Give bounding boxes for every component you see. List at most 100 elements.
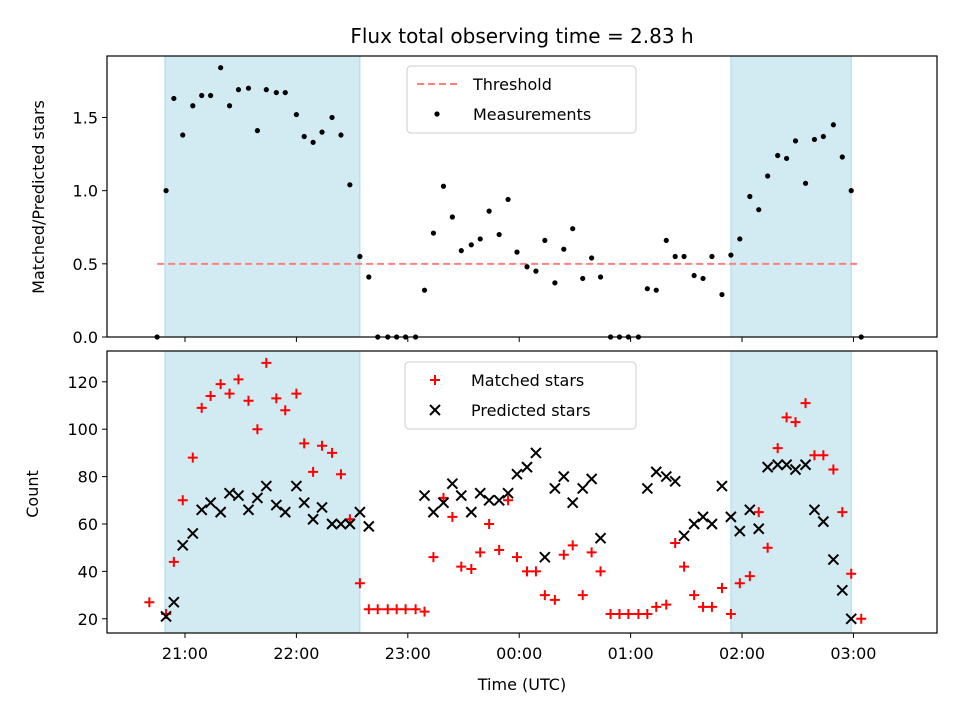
data-point-cross	[260, 480, 273, 492]
data-point	[226, 103, 233, 109]
y-axis-label: Matched/Predicted stars	[29, 100, 48, 294]
data-point-cross	[316, 501, 328, 514]
data-point	[486, 208, 492, 214]
data-point-cross	[160, 610, 172, 623]
data-point	[747, 193, 753, 200]
data-point	[366, 274, 372, 280]
data-point	[597, 274, 604, 280]
data-point	[329, 114, 335, 121]
data-point-cross	[187, 527, 199, 540]
data-point-plus	[762, 542, 773, 553]
data-point	[505, 196, 511, 203]
data-point-plus	[372, 604, 383, 615]
legend-label: Predicted stars	[471, 401, 591, 420]
data-point-cross	[446, 477, 459, 490]
data-point-plus	[363, 604, 374, 615]
observing-window-1	[164, 350, 361, 634]
data-point	[496, 231, 502, 238]
data-point-cross	[753, 523, 765, 535]
data-point-plus	[706, 601, 717, 612]
data-point-plus	[428, 552, 439, 563]
data-point-cross	[437, 496, 450, 509]
data-point-plus	[484, 518, 495, 529]
data-point-cross	[725, 511, 737, 523]
data-point-plus	[144, 597, 155, 608]
legend-label: Measurements	[473, 105, 591, 124]
data-point-cross	[706, 518, 718, 530]
data-point	[552, 280, 558, 286]
observing-window-1	[164, 55, 361, 338]
legend: Threshold Measurements	[406, 65, 637, 134]
data-point-cross	[363, 520, 375, 533]
y-tick-label: 40	[78, 562, 98, 581]
data-point-plus	[280, 405, 291, 416]
data-point-plus	[475, 547, 486, 558]
data-point-plus	[856, 613, 867, 624]
data-point	[820, 133, 826, 140]
data-point-plus	[679, 561, 690, 572]
data-point-plus	[772, 443, 783, 454]
data-point-plus	[595, 566, 606, 577]
chart-title: Flux total observing time = 2.83 h	[350, 24, 693, 48]
data-point-cross	[465, 506, 478, 518]
data-point-plus	[494, 545, 505, 556]
data-point-cross	[279, 506, 291, 518]
data-point-plus	[530, 566, 541, 577]
data-point-plus	[800, 398, 811, 409]
data-point	[171, 95, 177, 102]
data-point-cross	[168, 596, 180, 608]
data-point-plus	[271, 393, 282, 404]
data-point	[728, 252, 734, 258]
y-tick-label: 60	[78, 515, 98, 534]
data-point-plus	[168, 556, 179, 567]
data-point-cross	[780, 459, 793, 471]
legend: Matched stars Predicted stars	[404, 361, 637, 430]
x-tick-label: 22:00	[273, 644, 319, 663]
data-point	[449, 214, 455, 220]
data-point-cross	[744, 504, 756, 516]
data-point-plus	[419, 606, 430, 617]
observing-window-2	[730, 350, 852, 634]
data-point-plus	[828, 464, 839, 475]
data-point-plus	[261, 357, 272, 368]
data-point-plus	[335, 469, 346, 480]
data-point-cross	[344, 518, 356, 530]
data-point-cross	[232, 489, 245, 502]
series-matched-stars	[144, 357, 867, 624]
data-point-plus	[567, 540, 578, 551]
data-point-cross	[771, 459, 784, 471]
data-point	[235, 87, 242, 93]
data-point-plus	[614, 609, 625, 620]
data-point	[830, 122, 836, 128]
data-point-cross	[270, 499, 283, 511]
data-point	[163, 188, 169, 194]
data-point-cross	[836, 584, 849, 597]
data-point-plus	[382, 604, 393, 615]
data-point-cross	[502, 487, 514, 499]
data-point	[430, 230, 437, 236]
data-point-cross	[521, 461, 533, 473]
data-point-cross	[669, 475, 681, 488]
data-point-cross	[566, 496, 579, 509]
data-point-cross	[660, 470, 672, 483]
data-point	[570, 226, 576, 232]
y-tick-label: 120	[67, 373, 98, 392]
data-point-plus	[391, 604, 402, 615]
panel-ratio: 0.0 0.5 1.0 1.5 Matched/Predicted stars Thres…	[29, 55, 938, 347]
y-tick-label: 0.5	[73, 255, 98, 274]
data-point-plus	[558, 549, 569, 560]
y-tick-label: 1.5	[73, 108, 98, 127]
data-point-cross	[641, 482, 654, 495]
data-point-plus	[734, 578, 745, 589]
data-point	[310, 139, 316, 145]
data-point	[542, 237, 548, 244]
x-tick-label: 02:00	[719, 644, 765, 663]
data-point-cross	[577, 482, 589, 495]
data-point	[190, 103, 196, 109]
data-point-cross	[845, 613, 857, 625]
data-point	[347, 182, 353, 188]
data-point-cross	[808, 504, 821, 516]
data-point-plus	[317, 440, 328, 451]
plot-frame	[106, 55, 938, 338]
data-point	[783, 155, 790, 162]
